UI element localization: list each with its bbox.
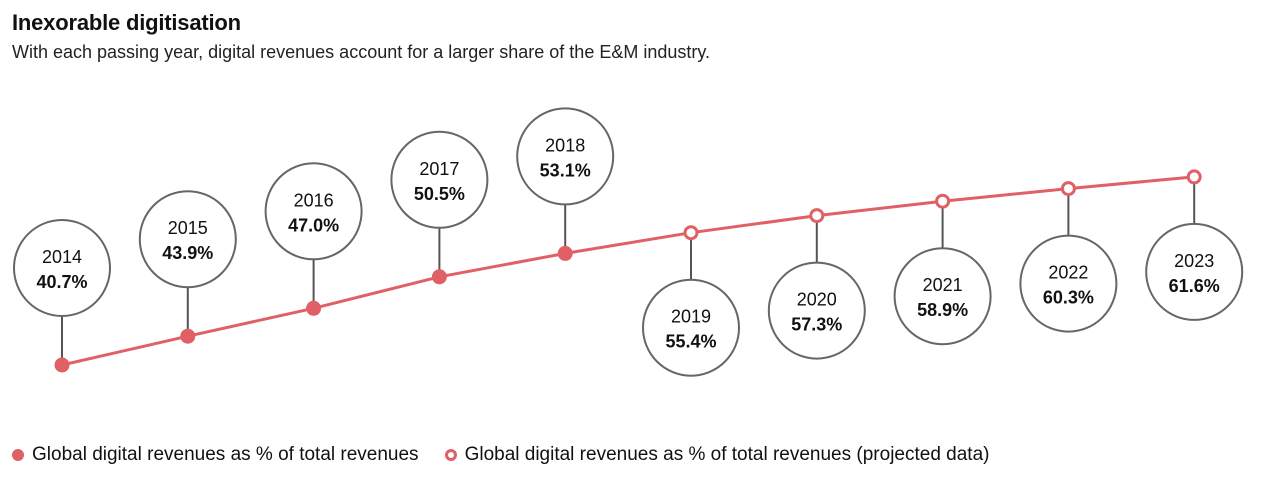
year-label: 2017 <box>419 159 459 179</box>
filled-dot-icon <box>12 449 24 461</box>
data-point-2015: 2015 43.9% <box>138 190 237 344</box>
chart-title: Inexorable digitisation <box>12 10 241 35</box>
data-points: 2014 40.7% 2015 43.9% 2016 47.0% 2017 50.5% 2018… <box>13 107 1244 377</box>
legend-label-projected: Global digital revenues as % of total re… <box>464 444 990 465</box>
marker-actual <box>180 328 196 344</box>
marker-actual <box>557 245 573 261</box>
value-label: 55.4% <box>665 332 716 352</box>
label-bubble <box>516 107 615 206</box>
data-point-2023: 2023 61.6% <box>1145 169 1244 321</box>
value-label: 50.5% <box>414 184 465 204</box>
marker-actual <box>431 269 447 285</box>
year-label: 2021 <box>923 275 963 295</box>
data-point-2016: 2016 47.0% <box>264 162 363 316</box>
label-bubble <box>13 219 111 317</box>
data-point-2014: 2014 40.7% <box>13 219 111 373</box>
label-bubble <box>893 247 992 346</box>
data-point-2022: 2022 60.3% <box>1019 181 1118 333</box>
marker-projected <box>935 193 951 209</box>
year-label: 2016 <box>294 190 334 210</box>
data-point-2021: 2021 58.9% <box>893 193 992 346</box>
data-point-2018: 2018 53.1% <box>516 107 615 261</box>
marker-projected <box>1186 169 1202 185</box>
legend: Global digital revenues as % of total re… <box>12 444 1015 466</box>
marker-actual <box>306 300 322 316</box>
marker-projected <box>683 225 699 241</box>
label-bubble <box>767 261 866 360</box>
series-line <box>61 175 1195 367</box>
data-point-2017: 2017 50.5% <box>390 130 489 285</box>
year-label: 2018 <box>545 135 585 155</box>
value-label: 53.1% <box>540 160 591 180</box>
hollow-dot-icon <box>444 449 457 461</box>
data-point-2020: 2020 57.3% <box>767 208 866 360</box>
label-bubble <box>1019 234 1118 333</box>
marker-projected <box>809 208 825 224</box>
label-bubble <box>642 278 740 377</box>
label-bubble <box>1145 222 1244 321</box>
value-label: 60.3% <box>1043 288 1094 308</box>
year-label: 2022 <box>1048 263 1088 283</box>
year-label: 2019 <box>671 307 711 327</box>
legend-label-actual: Global digital revenues as % of total re… <box>32 444 419 465</box>
year-label: 2023 <box>1174 251 1214 271</box>
chart-subtitle: With each passing year, digital revenues… <box>12 42 711 62</box>
value-label: 61.6% <box>1169 276 1220 296</box>
label-bubble <box>390 130 489 229</box>
value-label: 40.7% <box>36 272 87 292</box>
marker-projected <box>1060 181 1076 197</box>
marker-actual <box>54 357 70 373</box>
legend-item-actual: Global digital revenues as % of total re… <box>12 444 419 466</box>
legend-item-projected: Global digital revenues as % of total re… <box>444 444 990 466</box>
line-chart: 2014 40.7% 2015 43.9% 2016 47.0% 2017 50.5% 2018… <box>13 107 1244 377</box>
data-point-2019: 2019 55.4% <box>642 225 740 377</box>
label-bubble <box>264 162 363 261</box>
value-label: 47.0% <box>288 215 339 235</box>
value-label: 58.9% <box>917 300 968 320</box>
value-label: 57.3% <box>791 315 842 335</box>
year-label: 2020 <box>797 290 837 310</box>
label-bubble <box>138 190 237 289</box>
year-label: 2014 <box>42 247 82 267</box>
value-label: 43.9% <box>162 243 213 263</box>
year-label: 2015 <box>168 218 208 238</box>
